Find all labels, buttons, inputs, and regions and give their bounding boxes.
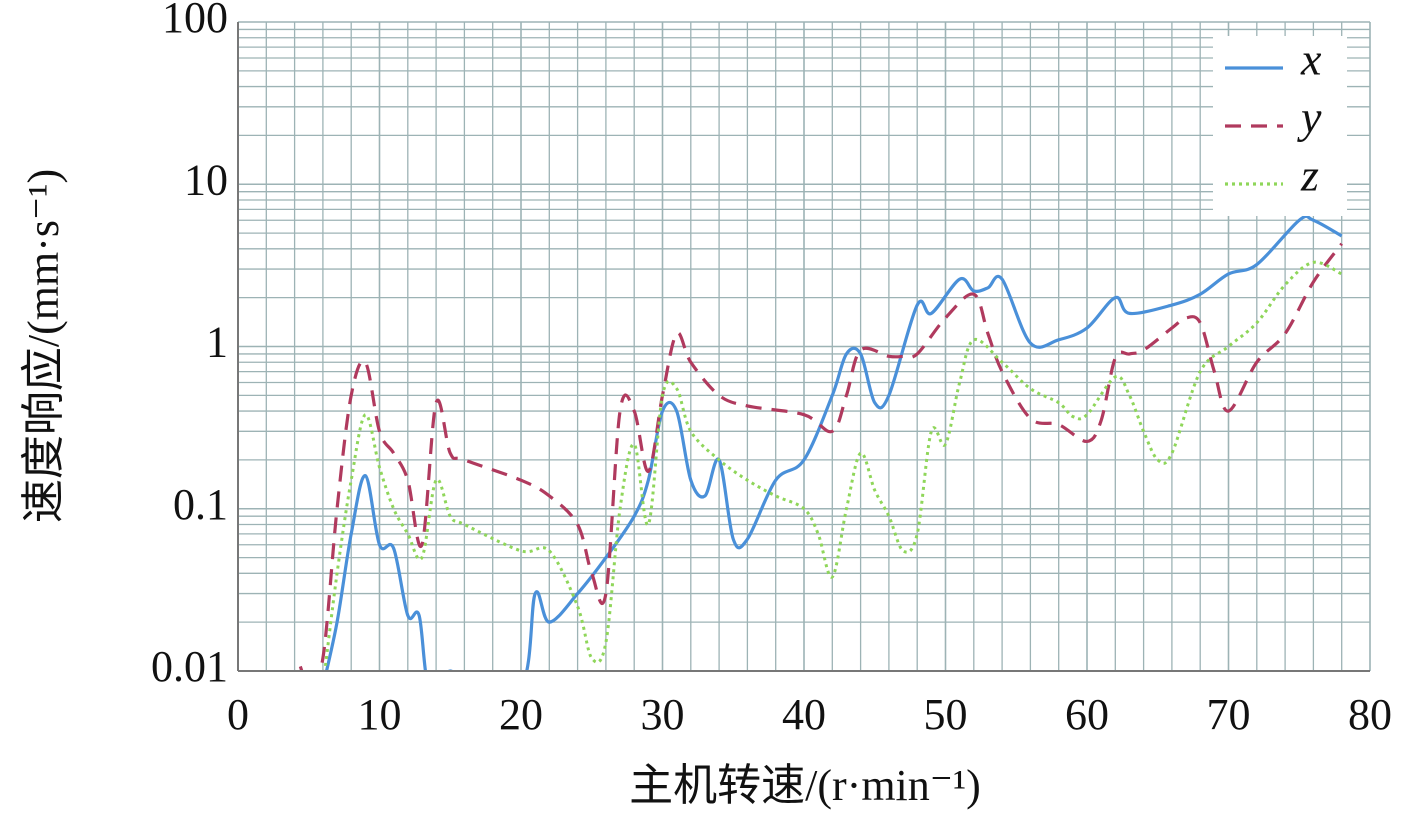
y-tick-label: 0.01	[151, 642, 228, 691]
x-tick-label: 40	[782, 690, 826, 739]
legend-label: z	[1300, 150, 1319, 201]
legend-label: y	[1297, 92, 1322, 143]
y-tick-label: 0.1	[173, 480, 228, 529]
x-tick-label: 60	[1065, 690, 1109, 739]
x-tick-label: 80	[1348, 690, 1392, 739]
y-axis-title: 速度响应/(mm·s⁻¹)	[19, 169, 68, 523]
y-tick-label: 1	[206, 318, 228, 367]
x-tick-label: 10	[358, 690, 402, 739]
x-tick-label: 70	[1207, 690, 1251, 739]
plot-lines	[294, 214, 1343, 671]
y-tick-label: 100	[162, 0, 228, 42]
foreground: 0 10 20 30 40 50 60 70 80 0.01 0.1 1 10 100 xyz	[151, 0, 1392, 739]
x-tick-label: 50	[924, 690, 968, 739]
data-line	[294, 242, 1343, 671]
grid	[237, 21, 1371, 672]
y-tick-label: 10	[184, 155, 228, 204]
x-tick-label: 0	[227, 690, 249, 739]
data-line	[324, 214, 1343, 671]
data-line	[323, 260, 1343, 671]
x-tick-label: 20	[499, 690, 543, 739]
legend-label: x	[1300, 34, 1322, 85]
x-tick-label: 30	[641, 690, 685, 739]
x-axis-title: 主机转速/(r·min⁻¹)	[629, 761, 981, 810]
